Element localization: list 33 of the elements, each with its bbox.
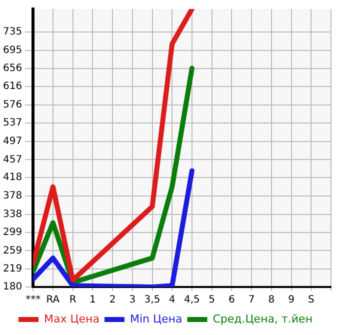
y-tick-label: 656 bbox=[2, 62, 22, 74]
y-tick-label: 338 bbox=[2, 208, 22, 220]
y-tick-label: 219 bbox=[2, 264, 22, 275]
x-tick-label: 6 bbox=[228, 294, 235, 306]
x-tick-label: 4,5 bbox=[184, 294, 200, 306]
x-tick-label: 3,5 bbox=[144, 294, 160, 306]
x-tick-label: 1 bbox=[89, 294, 96, 306]
y-tick-label: 259 bbox=[2, 245, 22, 256]
y-tick-label: 616 bbox=[2, 81, 22, 92]
y-tick-label: 457 bbox=[2, 154, 22, 166]
y-tick-label: 299 bbox=[2, 226, 22, 238]
y-tick-label: 418 bbox=[2, 172, 22, 184]
x-tick-label: RA bbox=[46, 294, 60, 306]
x-tick-label: 9 bbox=[288, 294, 294, 306]
x-tick-label: R bbox=[69, 294, 76, 306]
x-tick-label: 8 bbox=[268, 294, 275, 306]
x-tick-label: *** bbox=[26, 294, 41, 306]
x-tick-label: 4 bbox=[168, 294, 176, 306]
y-tick-label: 537 bbox=[2, 118, 22, 129]
y-tick-label: 695 bbox=[2, 44, 22, 56]
x-tick-label: S bbox=[308, 294, 314, 306]
y-tick-label: 735 bbox=[2, 26, 22, 38]
x-tick-label: 7 bbox=[248, 294, 255, 306]
legend-label: Сред.Цена, т.йен bbox=[212, 312, 313, 326]
y-tick-label: 378 bbox=[2, 190, 22, 202]
legend-label: Min Цена bbox=[130, 312, 182, 326]
x-tick-label: 5 bbox=[208, 294, 216, 306]
legend-label: Max Цена bbox=[44, 312, 100, 326]
y-tick-label: 497 bbox=[2, 136, 22, 147]
y-tick-label: 576 bbox=[2, 100, 22, 111]
x-tick-label: 3 bbox=[129, 294, 136, 306]
x-tick-label: 2 bbox=[109, 294, 116, 306]
y-tick-label: 180 bbox=[2, 282, 22, 293]
